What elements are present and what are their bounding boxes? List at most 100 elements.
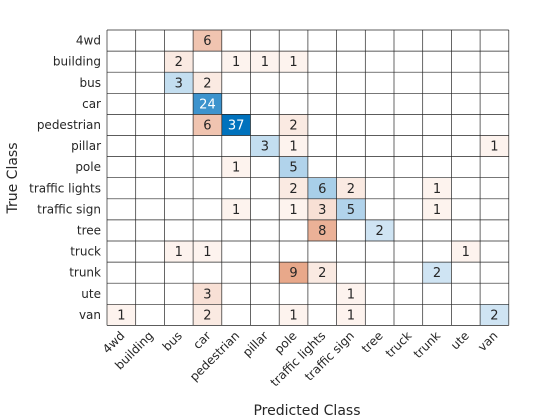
cell-value-van-van: 2 — [490, 308, 498, 323]
cell-van-pole — [279, 304, 308, 326]
cell-van-traffic-sign — [336, 304, 366, 326]
cell-traffic-lights-traffic-sign — [336, 177, 366, 199]
cell-value-traffic-sign-trunk: 1 — [433, 203, 441, 218]
cell-value-trunk-trunk: 2 — [433, 266, 441, 281]
cell-truck-car — [193, 241, 222, 263]
cell-pole-pole — [279, 156, 308, 178]
cell-pedestrian-car — [193, 114, 222, 136]
cell-value-traffic-sign-pole: 1 — [289, 203, 297, 218]
y-tick-label-ute: ute — [81, 287, 101, 301]
cell-value-building-bus: 2 — [175, 55, 183, 70]
cell-trunk-trunk — [422, 262, 452, 284]
cell-bus-bus — [164, 72, 194, 94]
cell-value-truck-bus: 1 — [175, 245, 183, 260]
x-tick-label-tree: tree — [359, 329, 386, 356]
y-tick-label-traffic-lights: traffic lights — [29, 181, 101, 195]
cell-labels-layer: 6 2 1 1 1 3 2 24 6 37 2 3 1 1 1 5 2 6 2 1 1 1 3 5 1 8 2 1 1 1 9 2 2 3 1 1 2 1… — [117, 34, 498, 323]
cell-pillar-pillar — [250, 135, 280, 157]
x-tick-label-pillar: pillar — [240, 329, 271, 360]
cell-bus-car — [193, 72, 222, 94]
cell-ute-car — [193, 283, 222, 305]
x-tick-label-truck: truck — [383, 329, 415, 361]
x-tick-label-car: car — [190, 329, 213, 352]
cell-value-pole-pole: 5 — [289, 161, 297, 176]
cell-value-pedestrian-car: 6 — [203, 118, 211, 133]
cell-traffic-lights-pole — [279, 177, 308, 199]
y-tick-labels: 4wd building bus car pedestrian pillar pole tra… — [29, 34, 101, 322]
y-tick-label-car: car — [82, 97, 101, 111]
cell-value-pillar-pillar: 3 — [261, 140, 269, 155]
cell-car-car — [193, 93, 222, 115]
x-tick-label-trunk: trunk — [411, 329, 443, 361]
cell-pedestrian-pole — [279, 114, 308, 136]
cell-building-bus — [164, 51, 194, 73]
y-tick-label-van: van — [79, 308, 101, 322]
x-tick-label-bus: bus — [160, 329, 185, 354]
cell-van-4wd — [107, 304, 136, 326]
cell-value-building-pillar: 1 — [261, 55, 269, 70]
cell-van-van — [480, 304, 509, 326]
cell-value-car-car: 24 — [199, 97, 216, 112]
cell-value-bus-car: 2 — [203, 76, 211, 91]
y-axis-title: True Class — [5, 142, 21, 214]
cell-van-car — [193, 304, 222, 326]
cell-trunk-pole — [279, 262, 308, 284]
cell-traffic-sign-traffic-lights — [307, 198, 337, 220]
x-tick-label-van: van — [475, 329, 501, 355]
cell-building-pedestrian — [221, 51, 251, 73]
cell-pillar-pole — [279, 135, 308, 157]
y-tick-label-4wd: 4wd — [76, 34, 101, 48]
cell-value-traffic-lights-traffic-lights: 6 — [318, 182, 326, 197]
y-tick-label-pedestrian: pedestrian — [37, 118, 101, 132]
cell-value-ute-car: 3 — [203, 287, 211, 302]
cell-pedestrian-pedestrian — [221, 114, 251, 136]
cell-value-traffic-lights-traffic-sign: 2 — [347, 182, 355, 197]
cell-value-traffic-sign-traffic-lights: 3 — [318, 203, 326, 218]
cell-truck-bus — [164, 241, 194, 263]
y-tick-label-building: building — [53, 55, 101, 69]
cell-trunk-traffic-lights — [307, 262, 337, 284]
cell-pole-pedestrian — [221, 156, 251, 178]
cell-truck-ute — [451, 241, 481, 263]
cell-value-trunk-traffic-lights: 2 — [318, 266, 326, 281]
cell-value-truck-ute: 1 — [462, 245, 470, 260]
cell-value-ute-traffic-sign: 1 — [347, 287, 355, 302]
cell-traffic-sign-traffic-sign — [336, 198, 366, 220]
y-tick-label-bus: bus — [80, 76, 101, 90]
y-tick-label-traffic-sign: traffic sign — [37, 202, 101, 216]
cell-value-truck-car: 1 — [203, 245, 211, 260]
cell-value-pedestrian-pedestrian: 37 — [228, 118, 245, 133]
cell-tree-traffic-lights — [307, 219, 337, 241]
cell-value-traffic-lights-trunk: 1 — [433, 182, 441, 197]
cell-value-tree-traffic-lights: 8 — [318, 224, 326, 239]
cell-value-pillar-van: 1 — [490, 140, 498, 155]
cell-value-pedestrian-pole: 2 — [289, 118, 297, 133]
cell-traffic-sign-pedestrian — [221, 198, 251, 220]
grid-layer — [106, 29, 510, 326]
cell-value-van-traffic-sign: 1 — [347, 308, 355, 323]
cell-value-van-pole: 1 — [289, 308, 297, 323]
cell-building-pillar — [250, 51, 280, 73]
cell-value-traffic-lights-pole: 2 — [289, 182, 297, 197]
cell-value-bus-bus: 3 — [175, 76, 183, 91]
cell-traffic-sign-trunk — [422, 198, 452, 220]
y-tick-label-trunk: trunk — [69, 266, 101, 280]
y-tick-label-tree: tree — [77, 223, 101, 237]
cell-pillar-van — [480, 135, 509, 157]
cell-value-van-4wd: 1 — [117, 308, 125, 323]
cell-traffic-lights-traffic-lights — [307, 177, 337, 199]
cell-value-building-pole: 1 — [289, 55, 297, 70]
cell-traffic-sign-pole — [279, 198, 308, 220]
x-tick-label-ute: ute — [448, 329, 472, 353]
cell-4wd-car — [193, 30, 222, 52]
cell-value-traffic-sign-traffic-sign: 5 — [347, 203, 355, 218]
y-tick-label-pole: pole — [75, 160, 101, 174]
cell-value-van-car: 2 — [203, 308, 211, 323]
cell-building-pole — [279, 51, 308, 73]
cell-value-tree-tree: 2 — [376, 224, 384, 239]
cell-tree-tree — [365, 219, 394, 241]
cell-value-traffic-sign-pedestrian: 1 — [232, 203, 240, 218]
cell-ute-traffic-sign — [336, 283, 366, 305]
